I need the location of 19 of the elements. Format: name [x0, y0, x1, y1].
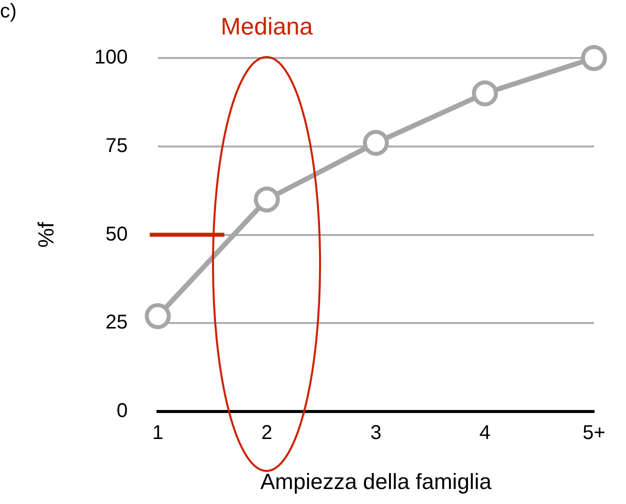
x-tick-label: 5+	[582, 422, 606, 444]
x-tick-label: 3	[370, 422, 382, 444]
text: c)	[0, 0, 17, 23]
y-tick-label: 0	[116, 400, 128, 422]
y-axis-title: %f	[33, 221, 58, 248]
point	[362, 130, 389, 156]
point	[581, 45, 607, 71]
x-tick-label: 1	[152, 422, 164, 444]
y-tick-label: 50	[106, 223, 128, 246]
point	[144, 303, 171, 330]
x-tick-label: 2	[261, 422, 272, 444]
point	[472, 80, 498, 106]
x-tick-label: 4	[479, 422, 491, 444]
y-tick-label: 25	[106, 312, 128, 334]
point	[254, 186, 280, 212]
x-axis-title: Ampiezza della famiglia	[260, 468, 492, 494]
text: Mediana	[220, 14, 314, 41]
y-tick-label: 100	[94, 46, 128, 69]
y-tick-label: 75	[106, 134, 128, 157]
